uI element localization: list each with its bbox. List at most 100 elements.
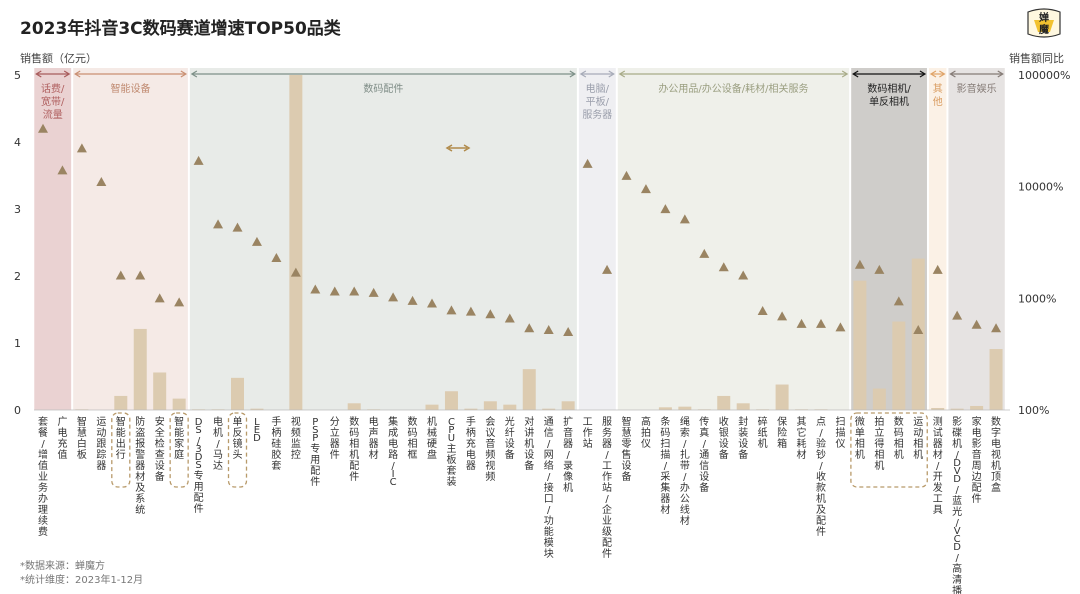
group-label: 流量	[43, 108, 63, 121]
yoy-marker	[816, 318, 826, 328]
bar	[658, 407, 672, 410]
x-tick-label: 广电充值	[57, 416, 67, 461]
x-tick-label: 绳索/扎带/办公线材	[680, 415, 690, 527]
group-band	[851, 68, 927, 410]
x-tick-label: 传真/通信设备	[699, 416, 709, 494]
group-bracket-arrow-left	[190, 70, 198, 78]
group-band	[34, 68, 72, 410]
highlight-box	[227, 412, 248, 488]
yoy-marker	[738, 270, 749, 280]
x-tick-label: 套餐/增值业务办理续费	[38, 415, 48, 538]
x-tick-label: 智能家庭	[174, 415, 184, 461]
bar	[970, 405, 984, 410]
x-tick-label: 电声器材	[369, 415, 379, 461]
yoy-marker	[524, 323, 535, 333]
x-tick-label: 拍立得相机	[874, 415, 884, 472]
group-bracket-arrow-left	[35, 70, 42, 78]
x-tick-label: 条码扫描/采集器材	[660, 415, 670, 516]
y-tick-right: 100000%	[1018, 69, 1070, 82]
logo-glyph-bottom: 魔	[1039, 23, 1050, 36]
bar	[931, 407, 945, 410]
footnote-source-text: *数据来源：蝉魔方	[20, 561, 105, 572]
group-label: 电脑/	[586, 82, 610, 95]
group-band	[617, 68, 850, 410]
x-tick-label: 封装设备	[738, 415, 748, 461]
group-label: 影音娱乐	[957, 82, 997, 95]
logo-glyph-top: 婵	[1039, 11, 1049, 24]
group-label: 数码配件	[363, 82, 403, 95]
y-tick-left: 3	[14, 203, 21, 216]
x-tick-label: 数码相框	[408, 415, 418, 461]
yoy-marker	[699, 248, 710, 258]
yoy-marker	[835, 322, 846, 332]
group-bracket-arrow-left	[579, 70, 587, 78]
group-bracket-arrow-right	[608, 70, 615, 78]
y-tick-left: 0	[14, 404, 21, 417]
bar	[347, 403, 361, 410]
x-tick-label: 光纤设备	[505, 415, 515, 461]
yoy-marker	[310, 284, 321, 294]
x-tick-label: 其它耗材	[797, 416, 807, 461]
footnote-period: *统计维度：2023年1-12月	[20, 575, 144, 586]
bar	[444, 391, 458, 410]
group-band	[948, 68, 1005, 410]
bar	[853, 280, 867, 410]
yoy-marker	[971, 319, 982, 329]
group-band	[928, 68, 947, 410]
x-tick-label: 电机/马达	[213, 415, 223, 472]
yoy-marker	[582, 158, 593, 168]
bar	[192, 409, 206, 410]
bar	[989, 349, 1003, 410]
group-label: 宽带/	[41, 95, 65, 108]
yoy-marker	[96, 177, 107, 187]
yoy-marker	[154, 293, 165, 303]
bar	[367, 409, 381, 410]
yoy-marker	[952, 310, 963, 320]
bar	[464, 408, 478, 410]
y-tick-right: 100%	[1018, 404, 1049, 417]
x-tick-label: 运动相机	[913, 416, 923, 461]
bar	[172, 398, 186, 410]
left-axis-title: 销售额（亿元）	[20, 52, 97, 65]
x-tick-label: P S P 专用配件	[310, 417, 320, 488]
x-tick-label: 高拍仪	[641, 415, 651, 450]
bar	[114, 395, 128, 410]
bar	[756, 409, 770, 410]
x-tick-label: 智能出行	[116, 415, 126, 461]
bar	[75, 409, 89, 410]
x-tick-label: 机械硬盘	[427, 415, 437, 461]
yoy-marker	[232, 222, 243, 232]
yoy-marker	[76, 143, 87, 153]
group-label: 其	[933, 83, 943, 95]
x-tick-label: 点/验钞/收款机及配件	[816, 416, 826, 538]
yoy-marker	[135, 270, 146, 280]
bar	[872, 388, 886, 410]
x-tick-label: 工作站	[583, 417, 593, 450]
yoy-marker	[874, 264, 885, 274]
group-bracket-arrow-left	[852, 70, 859, 78]
x-tick-label: 智慧白板	[77, 415, 87, 461]
group-bracket-arrow-right	[63, 70, 71, 78]
yoy-marker	[679, 214, 690, 224]
yoy-marker	[757, 306, 768, 316]
yoy-marker	[640, 184, 651, 194]
x-tick-label: C P U 主板套装	[446, 417, 456, 488]
bar	[250, 408, 264, 410]
yoy-marker	[796, 318, 807, 328]
yoy-marker	[213, 219, 224, 229]
group-label: 数码相机/	[867, 82, 911, 95]
highlight-box	[111, 412, 131, 488]
group-bracket-arrow-left	[74, 70, 81, 78]
x-tick-label: 数字电视机顶盒	[991, 415, 1001, 494]
yoy-marker	[932, 264, 943, 274]
x-tick-label: 对讲机设备	[524, 415, 534, 472]
legend-arrow-head-left	[445, 144, 453, 152]
x-tick-label: 安全检查设备	[155, 415, 165, 483]
y-tick-left: 1	[14, 337, 21, 350]
bar	[736, 403, 750, 410]
x-tick-label: 微单相机	[855, 415, 865, 461]
group-label: 智能设备	[111, 82, 151, 95]
yoy-marker	[271, 252, 282, 262]
x-tick-label: 碎纸机	[758, 415, 768, 450]
